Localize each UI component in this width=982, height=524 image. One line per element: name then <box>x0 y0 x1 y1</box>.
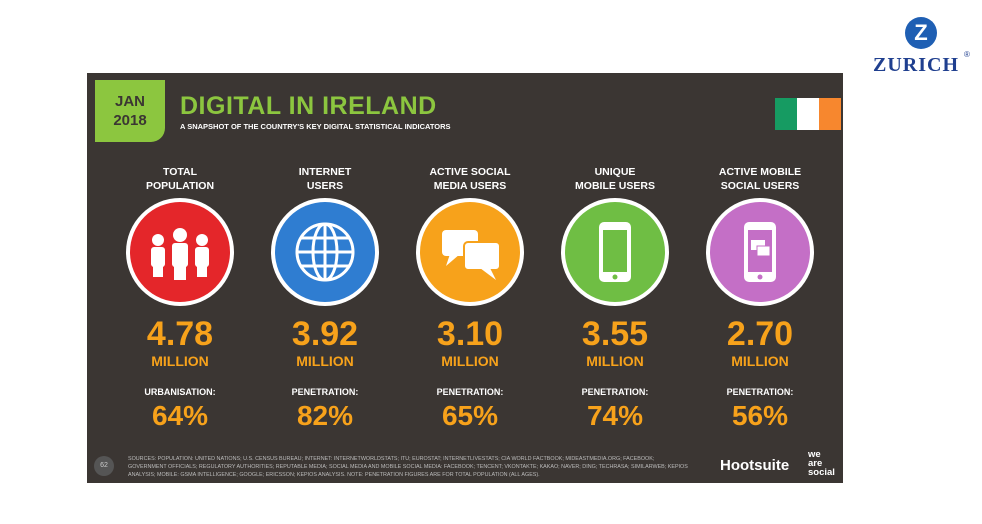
icons <box>126 198 814 306</box>
sources: SOURCES: POPULATION: UNITED NATIONS; U.S… <box>128 456 688 478</box>
title: DIGITAL IN IRELAND <box>180 92 437 120</box>
icon <box>416 198 524 306</box>
column-label: ACTIVE MOBILE SOCIAL USERS <box>718 166 802 192</box>
column-label: INTERNET USERS <box>298 166 352 192</box>
column-sub-value: 64% <box>151 400 209 431</box>
column-sub-label: PENETRATION: <box>291 387 359 397</box>
year: 2018 <box>113 112 147 129</box>
subtitle: A SNAPSHOT OF THE COUNTRY'S KEY DIGITAL … <box>180 122 451 131</box>
hootsuite-logo: Hootsuite <box>720 457 790 474</box>
column-sub-value: 82% <box>296 400 354 431</box>
column-value: 3.10 <box>436 315 504 353</box>
zurich-mark: Z <box>905 17 937 49</box>
column-value: 2.70 <box>726 315 794 353</box>
column-sub-value: 65% <box>441 400 499 431</box>
column-sub-value: 74% <box>586 400 644 431</box>
we-are-social-logo: we are social <box>808 449 835 478</box>
icon <box>271 198 379 306</box>
date-badge: JAN 2018 <box>95 80 165 142</box>
column-label: ACTIVE SOCIAL MEDIA USERS <box>429 166 511 192</box>
page-number: 62 <box>94 456 114 476</box>
column-sub-label: PENETRATION: <box>436 387 504 397</box>
column-sub-label: URBANISATION: <box>144 387 216 397</box>
column-label: UNIQUE MOBILE USERS <box>575 166 655 192</box>
month: JAN <box>114 93 145 110</box>
column-sub-label: PENETRATION: <box>726 387 794 397</box>
column-sub-label: PENETRATION: <box>581 387 649 397</box>
column-unit: MILLION <box>586 353 644 369</box>
column-label: TOTAL POPULATION <box>145 166 215 192</box>
flag <box>775 98 841 130</box>
icon <box>126 198 234 306</box>
column-value: 3.92 <box>291 315 359 353</box>
column-unit: MILLION <box>151 353 209 369</box>
column-value: 4.78 <box>146 315 214 353</box>
column-sub-value: 56% <box>731 400 789 431</box>
column-unit: MILLION <box>731 353 789 369</box>
icon <box>706 198 814 306</box>
column-value: 3.55 <box>581 315 649 353</box>
registered: ® <box>964 50 970 59</box>
zurich-name: ZURICH <box>873 54 960 76</box>
column-unit: MILLION <box>296 353 354 369</box>
icon <box>561 198 669 306</box>
column-unit: MILLION <box>441 353 499 369</box>
